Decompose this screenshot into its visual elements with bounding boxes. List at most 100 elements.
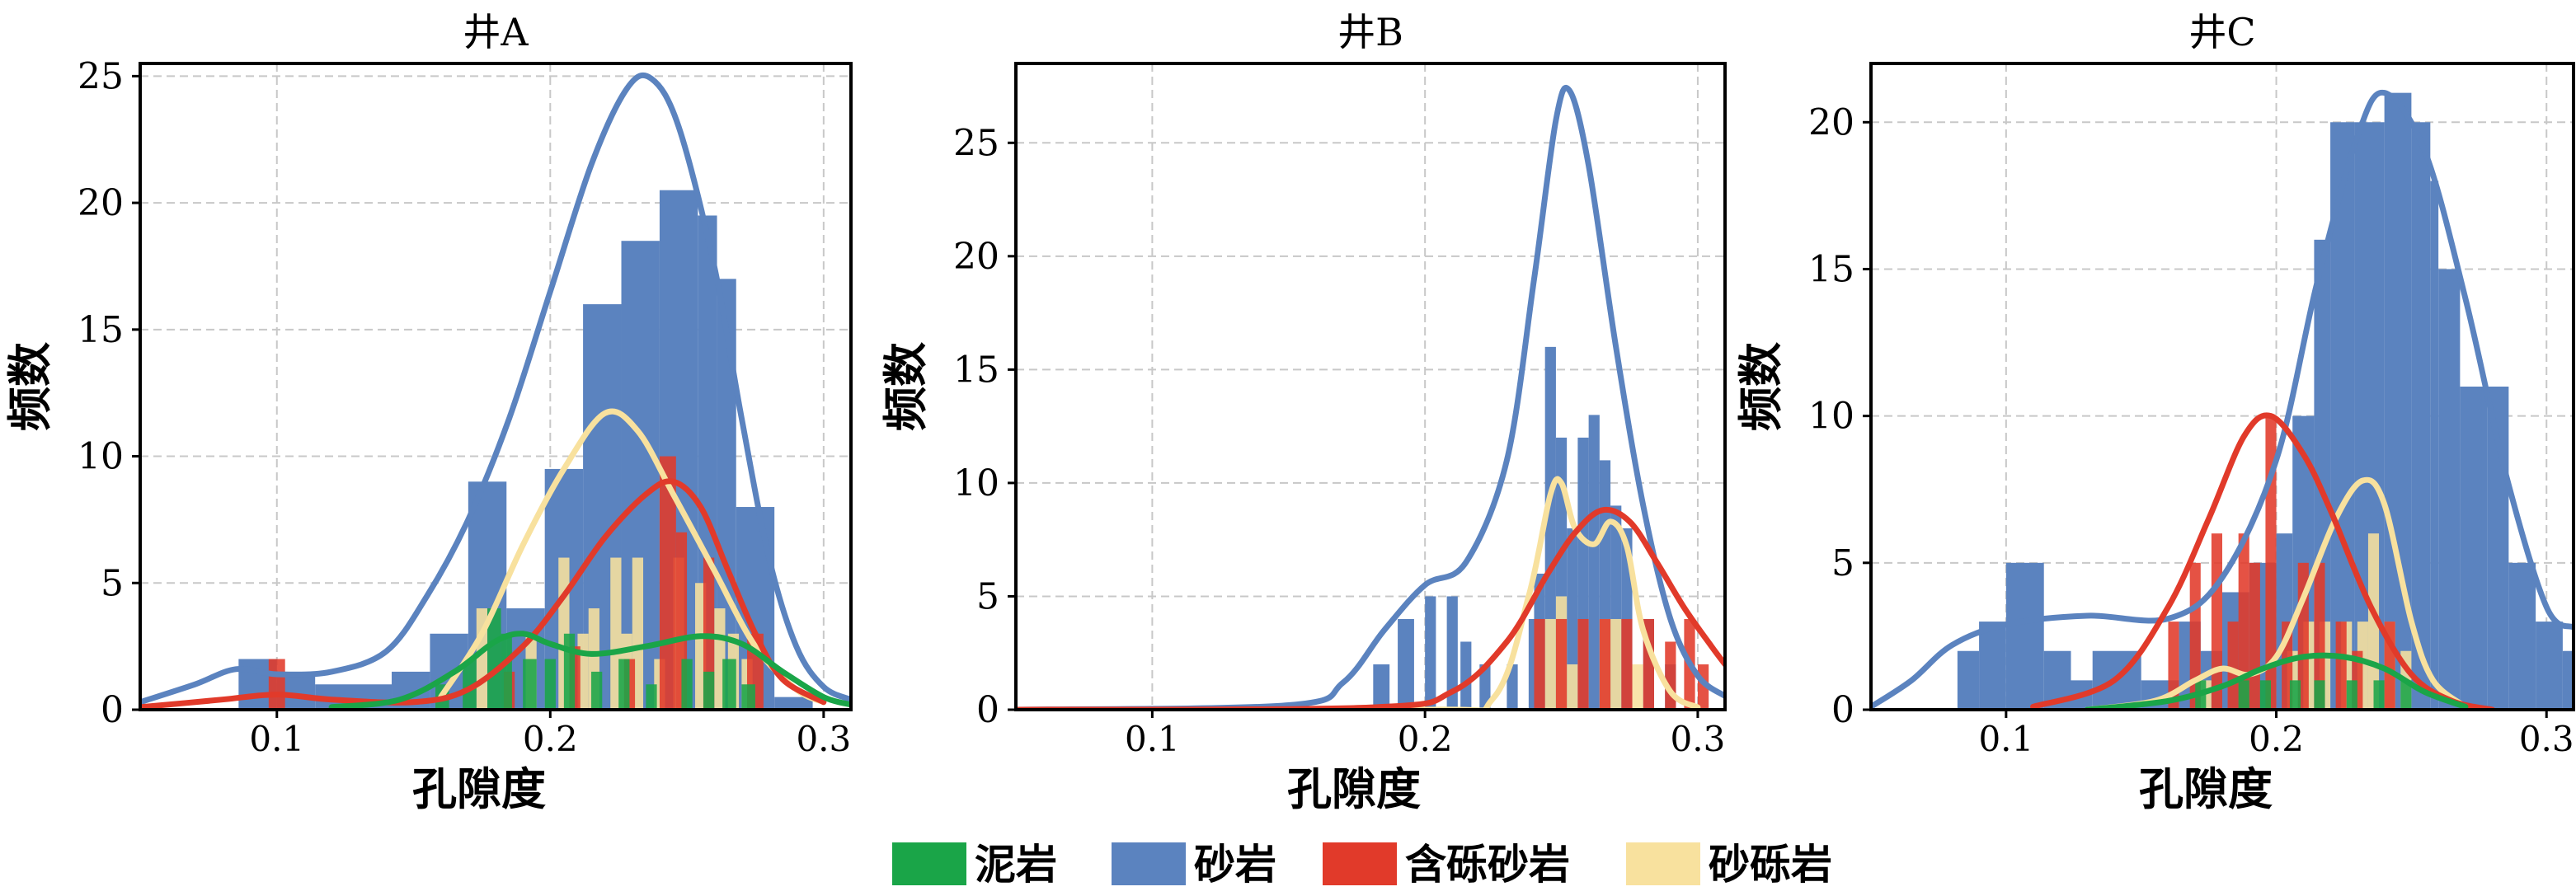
bar-conglomeratic_sandstone [1610, 618, 1622, 710]
plot-area [1871, 89, 2574, 710]
plot-frame [1014, 62, 1727, 711]
bar-mudstone [618, 659, 630, 710]
x-tick-label: 0.3 [1671, 719, 1726, 759]
bar-sandstone [1446, 596, 1458, 710]
chart-title: 井A [463, 10, 529, 54]
legend-swatch-sandstone [1112, 842, 1186, 885]
plot-frame [139, 62, 853, 711]
y-tick-label: 15 [78, 309, 124, 351]
bar-sandstone [1479, 664, 1491, 710]
x-tick-label: 0.2 [1398, 719, 1453, 759]
y-tick-label: 0 [976, 689, 999, 731]
plot-area [1016, 84, 1725, 710]
plot-frame [1869, 62, 2575, 711]
legend-swatch-mudstone [892, 842, 966, 885]
x-tick-label: 0.3 [2519, 719, 2574, 759]
bar-sandstone [1507, 664, 1518, 710]
bar-mudstone [523, 659, 537, 710]
bar-mudstone [563, 633, 576, 710]
legend-label-sandstone: 砂岩 [1194, 840, 1276, 889]
bar-mudstone [501, 633, 512, 710]
kde-line-pebbly_sandstone [2030, 412, 2496, 710]
bar-pebbly_sandstone [2238, 533, 2249, 710]
legend-label-mudstone: 泥岩 [975, 840, 1057, 889]
kde-line-pebbly_sandstone [1016, 506, 1725, 710]
y-tick-label: 5 [101, 562, 124, 604]
bar-sandstone [774, 697, 813, 710]
legend-swatch-conglomeratic_sandstone [1626, 842, 1700, 885]
bar-pebbly_sandstone [2189, 562, 2201, 710]
chart-title: 井B [1337, 10, 1403, 54]
x-axis-label: 孔隙度 [2139, 762, 2273, 815]
bar-sandstone [1460, 641, 1472, 710]
bar-mudstone [2314, 680, 2325, 710]
y-tick-label: 20 [78, 182, 124, 224]
bar-pebbly_sandstone [659, 456, 676, 710]
y-axis-label: 频数 [3, 342, 56, 431]
kde-line-sandstone [1871, 89, 2574, 710]
x-axis-label: 孔隙度 [1287, 762, 1421, 815]
y-tick-label: 0 [1831, 689, 1854, 731]
kde-line-sandstone [140, 72, 851, 706]
y-tick-label: 0 [101, 689, 124, 731]
y-tick-label: 20 [1808, 101, 1854, 143]
bar-sandstone [1425, 596, 1436, 710]
bar-conglomeratic_sandstone [1632, 664, 1643, 710]
bar-sandstone [2430, 181, 2439, 710]
legend-label-conglomeratic_sandstone: 砂砾岩 [1709, 840, 1832, 889]
bar-sandstone [1567, 528, 1578, 710]
legend: 泥岩 砂岩 含砾砂岩 砂砾岩 [892, 840, 1832, 889]
grid [140, 63, 851, 710]
bar-mudstone [741, 684, 755, 710]
bar-mudstone [2373, 680, 2385, 710]
x-tick-label: 0.2 [523, 719, 578, 759]
bar-sandstone [2411, 122, 2431, 710]
y-tick-label: 10 [1808, 396, 1854, 438]
bar-pebbly_sandstone [2314, 562, 2325, 710]
x-tick-label: 0.1 [249, 719, 304, 759]
bars-mudstone [2195, 680, 2412, 710]
bar-sandstone [1398, 618, 1414, 710]
bar-mudstone [487, 608, 501, 710]
plot-area [140, 72, 851, 710]
kde-line-mudstone [2084, 652, 2469, 710]
x-tick-label: 0.3 [796, 719, 851, 759]
bar-mudstone [2238, 680, 2249, 710]
y-tick-label: 15 [1808, 248, 1854, 290]
bar-pebbly_sandstone [2168, 622, 2179, 710]
bar-sandstone [1588, 415, 1600, 710]
y-tick-label: 10 [953, 462, 999, 504]
bar-pebbly_sandstone [2249, 562, 2260, 710]
bar-sandstone [1979, 622, 2006, 710]
bar-sandstone [1957, 650, 1980, 710]
bar-sandstone [2005, 562, 2044, 710]
legend-label-pebbly_sandstone: 含砾砂岩 [1405, 840, 1570, 889]
bar-mudstone [463, 659, 477, 710]
bar-mudstone [722, 659, 736, 710]
kde-line-pebbly_sandstone [140, 478, 827, 710]
chart-panel-1: 0.1 0.2 0.3 0 5 10 15 20 25 井A 孔隙度 频数 [3, 10, 853, 815]
y-tick-label: 15 [953, 349, 999, 391]
bar-pebbly_sandstone [2211, 533, 2222, 710]
bar-pebbly_sandstone [1534, 618, 1545, 710]
bar-conglomeratic_sandstone [1544, 618, 1556, 710]
kde-line-sandstone [1016, 84, 1725, 710]
bar-mudstone [2400, 680, 2412, 710]
chart-panel-3: 0.1 0.2 0.3 0 5 10 15 20 井C 孔隙度 频数 [1734, 10, 2575, 815]
bar-mudstone [646, 684, 657, 710]
bar-pebbly_sandstone [1599, 618, 1611, 710]
bar-mudstone [2259, 680, 2271, 710]
y-tick-label: 25 [78, 55, 124, 97]
bar-sandstone [2562, 650, 2574, 710]
bar-conglomeratic_sandstone [1567, 664, 1578, 710]
bar-pebbly_sandstone [1555, 618, 1568, 710]
bar-pebbly_sandstone [2335, 622, 2347, 710]
bar-pebbly_sandstone [1621, 618, 1633, 710]
bar-mudstone [703, 671, 715, 710]
y-tick-label: 5 [976, 575, 999, 617]
kde-line-conglomeratic_sandstone [2084, 476, 2469, 710]
bar-sandstone [2460, 387, 2488, 710]
bar-mudstone [681, 659, 693, 710]
kde-line-mudstone [328, 631, 851, 710]
bar-mudstone [591, 671, 603, 710]
